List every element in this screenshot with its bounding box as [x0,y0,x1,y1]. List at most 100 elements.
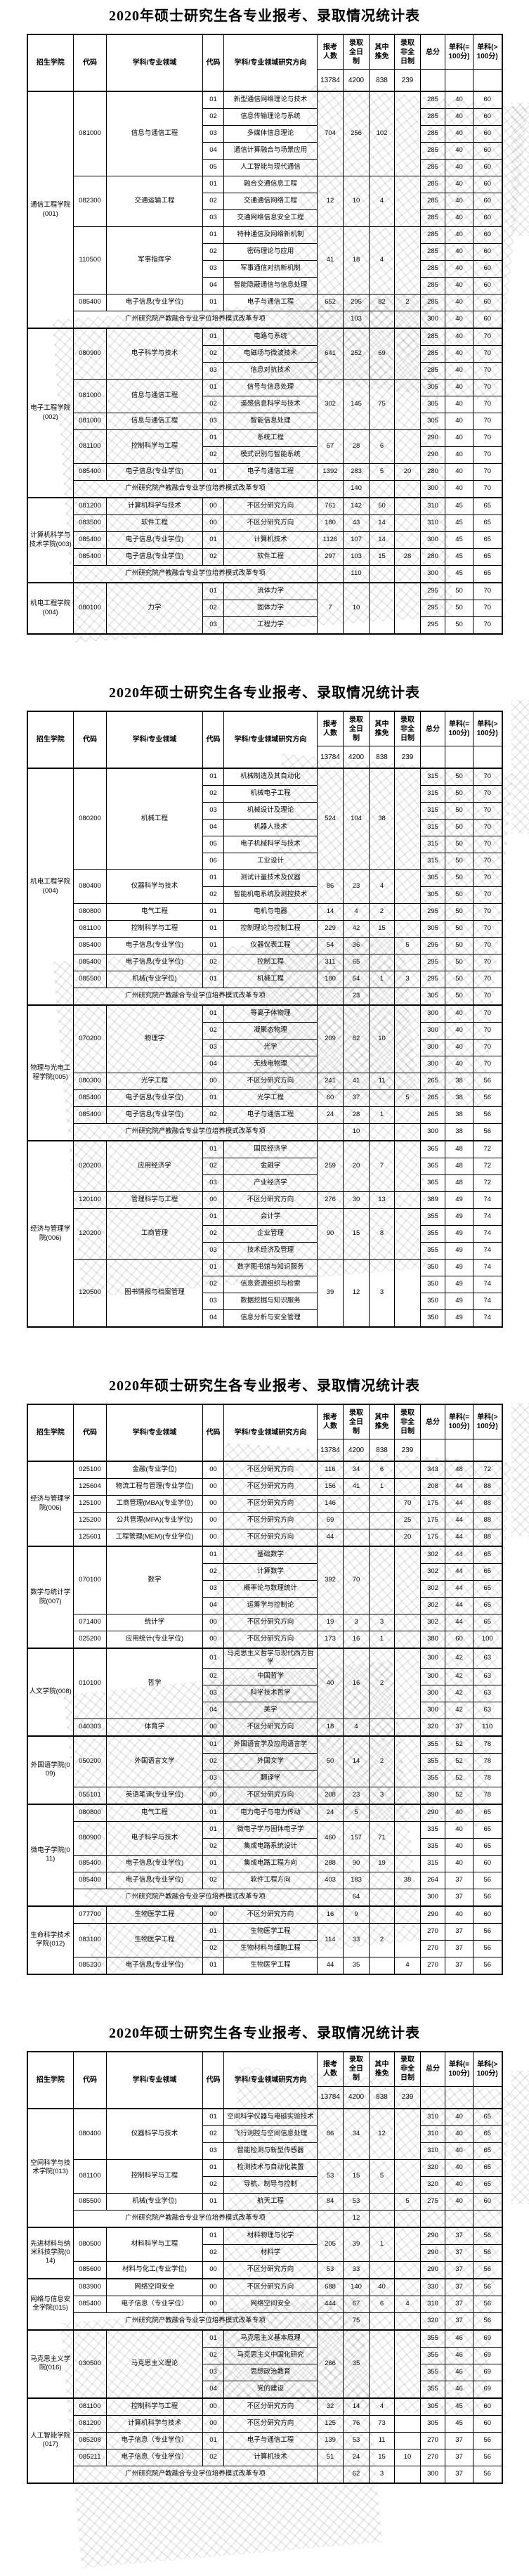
parttime-admit-cell [394,1191,421,1209]
direction-code-cell: 01 [202,531,224,549]
header-row: 招生学院 代码 学科/专业领域 代码 学科/专业领域研究方向 报考人数 录取全日制 其中推免录… [27,1404,502,1462]
direction-code-cell: 01 [202,920,224,938]
single-100-cell: 52 [445,1752,474,1771]
tuimian-cell [369,311,395,329]
direction-code-cell: 00 [202,2397,224,2416]
direction-code-cell: 04 [202,277,224,295]
major-name-cell: 信息与通信工程 [106,91,203,176]
summary-row: 13784 4200 838 239 [27,69,502,92]
single-100-cell: 40 [445,1022,474,1040]
stats-table: 招生学院 代码 学科/专业领域 代码 学科/专业领域研究方向 报考人数 录取全日制 其中推免录… [26,2050,503,2484]
column-header: 录取非全日制 [394,1404,421,1439]
direction-code-cell: 02 [202,1752,224,1771]
direction-code-cell: 01 [202,429,224,447]
major-name-cell: 统计学 [106,1614,203,1631]
applicants-cell: 209 [317,1004,344,1073]
major-name-cell: 电子信息(专业学位) [106,1956,203,1975]
single-gt100-cell: 60 [473,1905,502,1924]
single-100-cell: 44 [445,1512,474,1529]
column-header: 其中推免 [369,711,395,746]
single-100-cell: 40 [445,108,474,126]
direction-code-cell: 02 [202,954,224,971]
parttime-admit-cell: 5 [394,1089,421,1107]
single-gt100-cell: 70 [473,853,502,870]
direction-name-cell: 信息对抗技术 [223,362,318,380]
fulltime-admit-cell: 103 [343,548,370,566]
single-100-cell: 44 [445,1529,474,1547]
direction-name-cell: 计算机技术 [223,2448,318,2466]
fulltime-admit-cell: 140 [343,480,370,498]
single-100-cell: 42 [445,1647,474,1669]
total-score-cell: 285 [420,226,445,244]
single-gt100-cell: 60 [473,1854,502,1872]
major-code-cell: 085230 [73,1956,107,1975]
applicants-cell: 392 [317,1546,344,1614]
table-row: 广州研究院产教融合专业学位培养模式改革专项 64 300 37 56 [27,1888,502,1907]
direction-code-cell: 03 [202,260,224,278]
summary-empty-cell [445,1439,474,1462]
parttime-admit-cell [394,1140,421,1192]
direction-name-cell: 系统工程 [223,429,318,447]
tuimian-cell [369,954,395,971]
single-gt100-cell: 74 [473,1293,502,1310]
total-score-cell: 389 [420,1191,445,1209]
single-gt100-cell: 70 [473,413,502,430]
single-gt100-cell: 88 [473,1512,502,1529]
parttime-admit-cell [394,903,421,921]
total-score-cell: 290 [420,1905,445,1924]
parttime-admit-cell [394,2277,421,2296]
fulltime-admit-cell: 12 [343,2209,370,2228]
tuimian-cell: 8 [369,1208,395,1260]
total-score-cell: 290 [420,2260,445,2279]
single-gt100-cell: 70 [473,429,502,447]
single-gt100-cell: 70 [473,988,502,1006]
fulltime-admit-cell [343,1529,370,1547]
column-header: 招生学院 [27,1404,74,1462]
direction-name-cell: 交通网络信息安全工程 [223,209,318,227]
single-100-cell: 40 [445,480,474,498]
major-name-cell: 电气工程 [106,1803,203,1822]
single-100-cell: 37 [445,1939,474,1957]
table-row: 机电工程学院(004) 080100 力学 01 流体力学 7 10 295 50 70 [27,582,502,635]
table-row: 05 电子机械科学与技术 315 50 70 [27,836,502,853]
column-header: 招生学院 [27,711,74,769]
direction-code-cell: 01 [202,2107,224,2126]
direction-code-cell: 00 [202,1718,224,1737]
summary-row: 13784 4200 838 239 [27,746,502,769]
major-code-cell: 081000 [73,91,107,176]
direction-name-cell: 不区分研究方向 [223,2397,318,2416]
direction-code-cell: 02 [202,446,224,464]
tuimian-cell [369,565,395,583]
single-gt100-cell: 69 [473,2380,502,2399]
major-code-cell: 083500 [73,514,107,532]
table-row: 02 模式识别与智能系统 290 40 70 [27,446,502,464]
major-name-cell: 控制科学与工程 [106,2397,203,2416]
single-gt100-cell: 56 [473,2260,502,2279]
total-score-cell: 315 [420,836,445,853]
single-gt100-cell: 56 [473,2465,502,2484]
parttime-admit-cell [394,2107,421,2160]
stats-table: 招生学院 代码 学科/专业领域 代码 学科/专业领域研究方向 报考人数 录取全日制 其中推免录… [26,711,503,1328]
total-score-cell: 355 [420,2380,445,2399]
direction-code-cell: 01 [202,1546,224,1564]
tuimian-cell [369,1546,395,1614]
single-gt100-cell: 56 [473,1106,502,1124]
total-score-cell: 320 [420,1718,445,1737]
fulltime-admit-cell: 183 [343,1871,370,1889]
direction-name-cell: 不区分研究方向 [223,1073,318,1090]
direction-name-cell: 集成电路工程方向 [223,1854,318,1872]
single-gt100-cell: 70 [473,1056,502,1073]
table-row: 04 机器人技术 315 50 70 [27,819,502,836]
direction-code-cell: 02 [202,2346,224,2364]
direction-code-cell: 01 [202,1259,224,1276]
tuimian-cell: 1 [369,2226,395,2262]
total-score-cell: 175 [420,1512,445,1529]
applicants-cell [317,311,344,329]
direction-code-cell: 02 [202,1158,224,1175]
table-row: 125200 公共管理(MPA)(专业学位) 00 不区分研究方向 69 25 175 44 8… [27,1512,502,1529]
single-gt100-cell: 60 [473,2397,502,2416]
table-row: 081100 控制科学与工程 01 检测技术与自动化装置 53 15 5 320 40 65 [27,2158,502,2194]
single-gt100-cell: 74 [473,1208,502,1226]
special-program-label: 广州研究院产教融合专业学位培养模式改革专项 [73,2209,318,2228]
table-row: 03 机械设计及理论 315 50 70 [27,802,502,820]
